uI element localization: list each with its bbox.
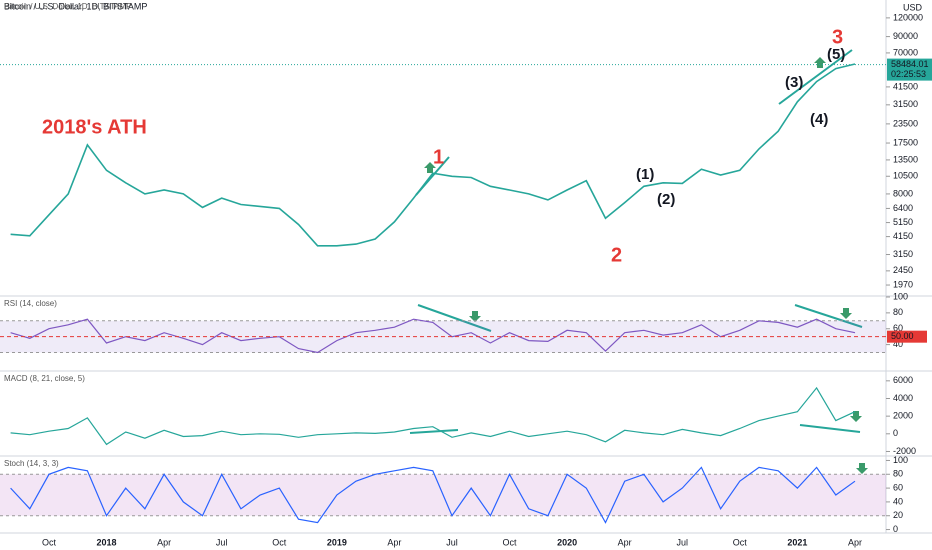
y-tick-label: 0 — [893, 428, 898, 438]
down-arrow — [469, 311, 481, 322]
chart-title: Bitcoin / U.S. Dollar, 1D, BITSTAMP — [4, 1, 147, 11]
y-tick-label: 17500 — [893, 137, 918, 147]
panel-label: Stoch (14, 3, 3) — [4, 459, 59, 468]
y-tick-label: 5150 — [893, 217, 913, 227]
y-tick-label: 120000 — [893, 12, 923, 22]
wave-label: (4) — [810, 111, 828, 128]
countdown: 02:25:53 — [891, 69, 926, 79]
y-tick-label: 0 — [893, 524, 898, 534]
y-tick-label: 1970 — [893, 279, 913, 289]
down-arrow — [850, 411, 862, 422]
panel-label: Bitcoin / U.S. Dollar, 1D, BITSTAMP — [4, 2, 131, 11]
x-tick-label: 2018 — [97, 537, 117, 547]
x-tick-label: Apr — [618, 537, 632, 547]
y-tick-label: 3150 — [893, 249, 913, 259]
y-tick-label: 20 — [893, 510, 903, 520]
value-tag — [887, 330, 927, 343]
y-tick-label: 100 — [893, 455, 908, 465]
x-tick-label: Apr — [848, 537, 862, 547]
x-tick-label: 2020 — [557, 537, 577, 547]
annotation: 1 — [433, 146, 444, 168]
last-price: 58484.01 — [891, 59, 929, 69]
down-arrow — [856, 463, 868, 474]
annotation: 3 — [832, 26, 843, 48]
x-tick-label: Jul — [216, 537, 228, 547]
y-tick-label: 60 — [893, 323, 903, 333]
x-tick-label: 2021 — [787, 537, 807, 547]
y-tick-label: 23500 — [893, 118, 918, 128]
y-tick-label: 10500 — [893, 171, 918, 181]
indicator-line — [10, 318, 856, 354]
y-tick-label: 90000 — [893, 31, 918, 41]
y-tick-label: 8000 — [893, 188, 913, 198]
wave-label: (5) — [827, 46, 845, 63]
y-tick-label: 2450 — [893, 265, 913, 275]
trend-line — [794, 304, 863, 328]
x-tick-label: Oct — [733, 537, 748, 547]
x-tick-label: Oct — [503, 537, 518, 547]
panel-label: RSI (14, close) — [4, 299, 57, 308]
y-tick-label: 80 — [893, 307, 903, 317]
x-tick-label: Oct — [42, 537, 57, 547]
up-arrow — [424, 162, 436, 173]
wave-label: (1) — [636, 166, 654, 183]
y-tick-label: 2000 — [893, 411, 913, 421]
y-tick-label: 60 — [893, 482, 903, 492]
y-tick-label: 41500 — [893, 81, 918, 91]
last-value: 50.00 — [891, 331, 914, 341]
trend-line — [799, 424, 861, 433]
wave-label: (3) — [785, 74, 803, 91]
y-tick-label: 40 — [893, 496, 903, 506]
trend-line — [417, 304, 492, 332]
y-tick-label: 4150 — [893, 231, 913, 241]
y-tick-label: 31500 — [893, 99, 918, 109]
y-tick-label: 100 — [893, 291, 908, 301]
y-tick-label: -2000 — [893, 446, 916, 456]
y-tick-label: 6000 — [893, 375, 913, 385]
trend-line — [778, 49, 853, 105]
y-tick-label: 4000 — [893, 393, 913, 403]
down-arrow — [840, 308, 852, 319]
y-tick-label: 13500 — [893, 154, 918, 164]
annotation: 2018's ATH — [42, 116, 147, 138]
y-tick-label: 70000 — [893, 47, 918, 57]
x-tick-label: 2019 — [327, 537, 347, 547]
price-line — [10, 63, 856, 247]
indicator-line — [10, 386, 856, 446]
trend-line — [409, 429, 459, 434]
currency-unit: USD — [903, 2, 923, 12]
indicator-line — [10, 466, 856, 524]
x-tick-label: Oct — [272, 537, 287, 547]
x-tick-label: Jul — [676, 537, 688, 547]
x-tick-label: Jul — [446, 537, 458, 547]
y-tick-label: 40 — [893, 339, 903, 349]
y-tick-label: 80 — [893, 469, 903, 479]
x-tick-label: Apr — [387, 537, 401, 547]
x-tick-label: Apr — [157, 537, 171, 547]
y-tick-label: 6400 — [893, 203, 913, 213]
annotation: 2 — [611, 244, 622, 266]
wave-label: (2) — [657, 191, 675, 208]
panel-label: MACD (8, 21, close, 5) — [4, 374, 85, 383]
price-tag — [887, 58, 932, 81]
up-arrow — [814, 57, 826, 68]
